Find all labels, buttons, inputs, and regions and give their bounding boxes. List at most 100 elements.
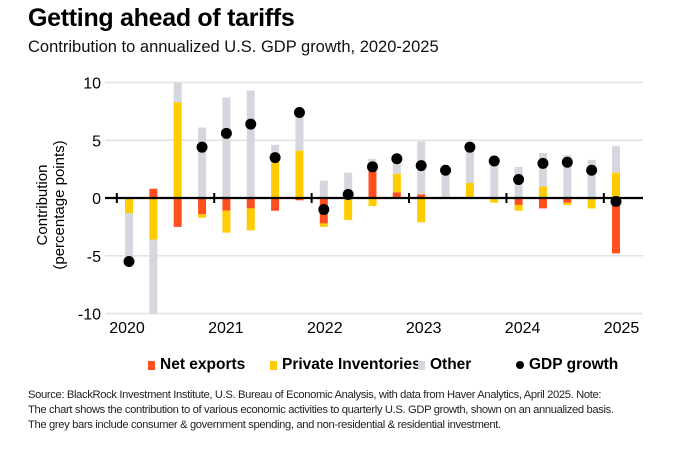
bar-net-exports: [173, 198, 182, 227]
bar-net-exports: [149, 188, 158, 198]
bar-other: [295, 110, 304, 151]
bar-private-inventories: [344, 198, 353, 220]
gdp-growth-point: [440, 164, 452, 176]
bar-other: [198, 127, 207, 198]
bar-private-inventories: [587, 199, 596, 209]
x-tick-label: 2022: [307, 320, 343, 337]
bar-net-exports: [368, 167, 377, 198]
bar-other: [392, 158, 401, 174]
legend-item-private-inventories: Private Inventories: [270, 356, 421, 374]
gdp-growth-point: [342, 189, 354, 201]
gdp-growth-point: [513, 174, 525, 186]
bar-net-exports: [392, 192, 401, 198]
gdp-growth-point: [318, 204, 330, 216]
legend-item-gdp-growth: GDP growth: [516, 356, 618, 374]
gdp-growth-point: [220, 127, 232, 139]
bar-other: [538, 152, 547, 187]
private-inventories-swatch: [270, 360, 277, 370]
bar-private-inventories: [198, 214, 207, 218]
gdp-growth-point: [245, 118, 257, 130]
bar-other: [149, 239, 158, 314]
legend: Net exports Private Inventories Other GD…: [0, 356, 693, 380]
bar-other: [441, 170, 450, 198]
bar-other: [465, 147, 474, 183]
bar-other: [125, 213, 133, 262]
source-line: The chart shows the contribution to of v…: [28, 404, 614, 416]
gdp-growth-point: [610, 195, 622, 207]
bar-private-inventories: [368, 198, 377, 207]
legend-label: GDP growth: [529, 356, 619, 373]
bar-other: [173, 82, 182, 103]
bar-net-exports: [198, 198, 207, 215]
net-exports-swatch: [148, 360, 155, 370]
legend-item-net-exports: Net exports: [148, 356, 245, 374]
gdp-growth-dot-icon: [516, 361, 524, 369]
bar-net-exports: [271, 198, 280, 211]
bar-private-inventories: [538, 186, 547, 198]
gdp-growth-point: [464, 141, 476, 153]
bar-other: [587, 159, 596, 198]
gdp-growth-point: [488, 155, 500, 167]
bar-private-inventories: [271, 161, 280, 198]
bar-net-exports: [295, 198, 304, 201]
bar-other: [344, 172, 353, 198]
gdp-growth-point: [586, 164, 598, 176]
source-note: Source: BlackRock Investment Institute, …: [28, 388, 678, 433]
legend-label: Other: [430, 356, 472, 373]
bar-net-exports: [563, 198, 572, 203]
y-tick-label: -5: [87, 249, 101, 266]
source-line: Source: BlackRock Investment Institute, …: [28, 389, 602, 401]
bar-other: [319, 180, 328, 198]
gdp-growth-point: [293, 107, 305, 119]
bar-net-exports: [246, 198, 255, 209]
y-tick-label: 10: [83, 76, 101, 93]
x-tick-label: 2025: [604, 320, 640, 337]
x-tick-label: 2024: [505, 320, 541, 337]
bar-private-inventories: [319, 223, 328, 227]
y-axis-label: Contribution: [34, 165, 51, 246]
y-tick-label: 0: [92, 191, 101, 208]
gdp-growth-point: [367, 161, 378, 173]
legend-label: Net exports: [160, 356, 246, 373]
bar-private-inventories: [295, 150, 304, 198]
bar-other: [222, 97, 231, 198]
y-axis-label-units: (percentage points): [51, 140, 68, 269]
bar-private-inventories: [125, 198, 133, 214]
gdp-growth-point: [391, 153, 403, 165]
bar-private-inventories: [612, 172, 620, 198]
bar-private-inventories: [149, 198, 158, 240]
chart-title: Getting ahead of tariffs: [28, 4, 295, 32]
other-swatch: [418, 360, 425, 370]
bar-other: [246, 90, 255, 198]
bar-other: [490, 156, 499, 198]
y-tick-label: -10: [78, 307, 101, 324]
gdp-growth-point: [269, 152, 281, 164]
chart: 10 5 0 -5 -10 Contribution (percentage points)…: [34, 76, 643, 337]
y-tick-label: 5: [92, 133, 101, 150]
bar-net-exports: [222, 198, 231, 211]
gdp-growth-point: [123, 256, 135, 268]
bar-private-inventories: [563, 202, 572, 205]
gdp-growth-point: [415, 160, 427, 172]
x-tick-label: 2020: [109, 320, 145, 337]
bar-net-exports: [612, 198, 620, 254]
chart-subtitle: Contribution to annualized U.S. GDP grow…: [28, 38, 439, 56]
bar-other: [612, 146, 620, 173]
bar-net-exports: [514, 198, 523, 205]
bar-private-inventories: [514, 204, 523, 211]
x-tick-label: 2021: [208, 320, 244, 337]
legend-label: Private Inventories: [282, 356, 421, 373]
bar-private-inventories: [417, 198, 426, 223]
bar-private-inventories: [465, 182, 474, 198]
bar-private-inventories: [490, 198, 499, 203]
legend-item-other: Other: [418, 356, 471, 374]
bar-private-inventories: [173, 102, 182, 198]
bar-net-exports: [538, 198, 547, 209]
bar-private-inventories: [222, 210, 231, 233]
gdp-growth-point: [196, 141, 208, 153]
bar-private-inventories: [392, 173, 401, 193]
source-line: The grey bars include consumer & governm…: [28, 419, 501, 431]
bar-other: [563, 155, 572, 198]
gdp-growth-point: [537, 157, 549, 169]
bar-private-inventories: [246, 208, 255, 231]
